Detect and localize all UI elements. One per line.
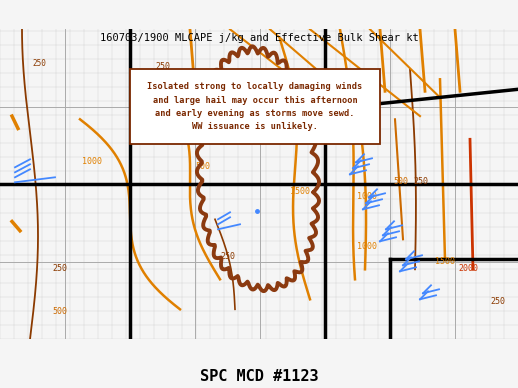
Text: Isolated strong to locally damaging winds
and large hail may occur this afternoo: Isolated strong to locally damaging wind… (148, 83, 363, 131)
Text: 500: 500 (195, 162, 210, 171)
FancyBboxPatch shape (130, 69, 380, 144)
Text: 1000: 1000 (357, 192, 377, 201)
Text: 500: 500 (52, 307, 67, 316)
Text: 250: 250 (413, 177, 428, 186)
Text: 160703/1900 MLCAPE j/kg and Effective Bulk Shear kt: 160703/1900 MLCAPE j/kg and Effective Bu… (99, 33, 419, 43)
Text: 500: 500 (393, 177, 408, 186)
Text: 250: 250 (220, 252, 235, 261)
Text: 250: 250 (32, 59, 46, 69)
Text: SPC MCD #1123: SPC MCD #1123 (199, 369, 319, 384)
Text: 1000: 1000 (357, 242, 377, 251)
Text: 1000: 1000 (82, 157, 102, 166)
Text: 1500: 1500 (435, 257, 455, 266)
Text: 250: 250 (155, 62, 170, 71)
Text: 2000: 2000 (458, 264, 478, 273)
Text: 250: 250 (52, 264, 67, 273)
Text: 250: 250 (490, 297, 505, 306)
Text: 1500: 1500 (290, 187, 310, 196)
